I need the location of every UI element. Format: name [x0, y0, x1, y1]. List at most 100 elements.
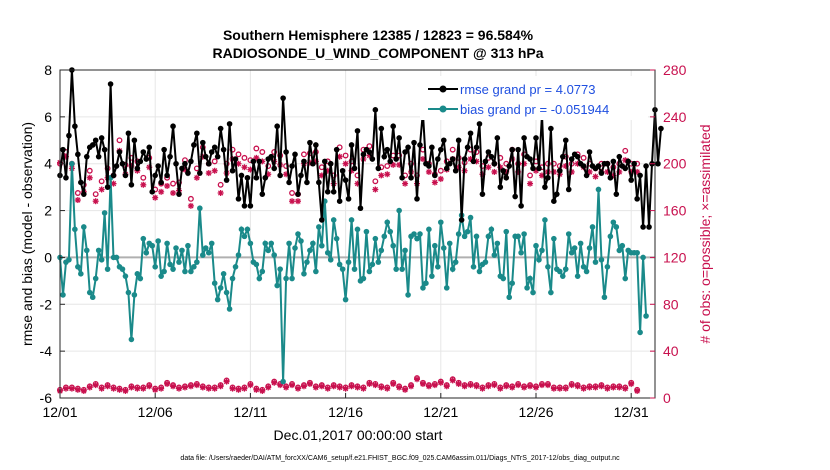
rmse-point: [435, 156, 441, 162]
rmse-point: [461, 156, 468, 162]
plot-frame: [59, 69, 656, 399]
bias-point: [247, 240, 254, 247]
bias-point: [316, 224, 322, 230]
low-obs-assimilated-stroke: [301, 383, 307, 389]
bias-point: [95, 247, 102, 254]
low-obs-assimilated-stroke: [158, 385, 164, 392]
low-obs-assimilated-stroke: [527, 383, 533, 389]
rmse-point: [384, 146, 391, 153]
bias-point: [598, 256, 605, 263]
rmse-point: [226, 121, 233, 127]
rmse-point: [95, 153, 102, 160]
rmse-point: [113, 163, 120, 169]
low-obs-assimilated-stroke: [634, 388, 640, 394]
bias-point: [345, 259, 352, 265]
low-obs-assimilated-stroke: [384, 385, 390, 392]
low-obs-assimilated-stroke: [134, 385, 141, 392]
rmse-point: [327, 160, 334, 167]
rmse-point: [81, 191, 87, 197]
low-obs-assimilated-stroke: [229, 385, 236, 392]
bias-point: [637, 329, 643, 336]
bias-point: [420, 285, 426, 291]
obs-assimilated-point: [485, 164, 492, 171]
low-obs-assimilated-stroke: [283, 384, 289, 391]
rmse-point: [286, 179, 292, 186]
low-obs-assimilated-stroke: [331, 383, 337, 389]
low-obs-assimilated-stroke: [432, 382, 438, 388]
bias-point: [580, 264, 587, 270]
bias-point: [176, 259, 182, 265]
low-obs-assimilated-point: [515, 382, 522, 389]
bias-point: [363, 228, 370, 235]
obs-assimilated-point: [74, 197, 81, 204]
low-obs-assimilated-point: [574, 383, 581, 390]
obs-possible-point: [259, 149, 266, 155]
x-tick-label: 12/31: [614, 404, 649, 420]
low-obs-assimilated-point: [479, 385, 486, 392]
rmse-point: [271, 165, 278, 172]
rmse-point: [92, 137, 99, 144]
rmse-point: [390, 123, 397, 130]
low-obs-assimilated-point: [271, 379, 278, 386]
low-obs-assimilated-stroke: [521, 384, 527, 391]
rmse-point: [200, 139, 206, 146]
x-tick-label: 12/06: [138, 404, 173, 420]
bias-point: [140, 235, 147, 242]
rmse-point: [336, 198, 343, 204]
bias-point: [286, 240, 292, 247]
low-obs-assimilated-stroke: [217, 383, 224, 389]
low-obs-assimilated-point: [140, 385, 147, 392]
y-tick-label: -6: [40, 390, 53, 406]
bias-point: [319, 242, 325, 249]
rmse-point: [503, 174, 510, 181]
x-axis-ticks: 12/01 12/06 12/11 12/16 12/21 12/26 12/31: [42, 393, 649, 420]
low-obs-assimilated-stroke: [515, 382, 521, 388]
rmse-point: [610, 158, 617, 165]
bias-point: [217, 285, 224, 291]
rmse-point: [185, 170, 191, 176]
rmse-point: [158, 179, 164, 186]
low-obs-assimilated-point: [580, 385, 587, 392]
low-obs-assimilated-stroke: [140, 385, 146, 392]
bias-point: [134, 271, 141, 277]
low-obs-assimilated-stroke: [93, 382, 99, 388]
rmse-point: [66, 132, 72, 139]
low-obs-assimilated-point: [306, 380, 313, 387]
low-obs-assimilated-stroke: [87, 384, 93, 391]
obs-assimilated-point: [372, 186, 379, 193]
low-obs-assimilated-stroke: [420, 381, 426, 387]
low-obs-assimilated-stroke: [63, 385, 69, 392]
bias-point: [432, 242, 438, 249]
obs-possible-point: [116, 137, 123, 144]
low-obs-assimilated-point: [68, 385, 75, 392]
rmse-point: [476, 121, 483, 127]
low-obs-assimilated-stroke: [539, 382, 545, 388]
rmse-point: [274, 123, 280, 130]
bias-point: [200, 252, 206, 258]
low-obs-assimilated-point: [390, 380, 397, 387]
low-obs-assimilated-stroke: [610, 384, 617, 391]
low-obs-assimilated-point: [199, 384, 206, 391]
bias-point: [89, 294, 96, 301]
bias-point: [426, 226, 432, 233]
rmse-point: [250, 158, 257, 165]
low-obs-assimilated-stroke: [569, 382, 575, 388]
bias-point: [601, 294, 608, 301]
obs-possible-point: [384, 163, 391, 170]
bias-point: [354, 226, 361, 233]
low-obs-assimilated-point: [74, 386, 81, 393]
low-obs-assimilated-point: [134, 385, 141, 392]
rmse-point: [307, 139, 313, 146]
rmse-point: [393, 156, 399, 162]
rmse-point: [443, 165, 450, 172]
low-obs-assimilated-stroke: [200, 384, 206, 391]
legend-box: [420, 76, 648, 120]
obs-assimilated-point: [205, 170, 212, 177]
rmse-point: [119, 160, 126, 167]
low-obs-assimilated-stroke: [473, 383, 480, 389]
obs-assimilated-point: [378, 172, 385, 179]
low-obs-assimilated-point: [253, 386, 260, 393]
obs-assimilated-stroke: [420, 156, 426, 162]
obs-possible-point: [449, 146, 456, 153]
bias-point: [521, 231, 527, 237]
